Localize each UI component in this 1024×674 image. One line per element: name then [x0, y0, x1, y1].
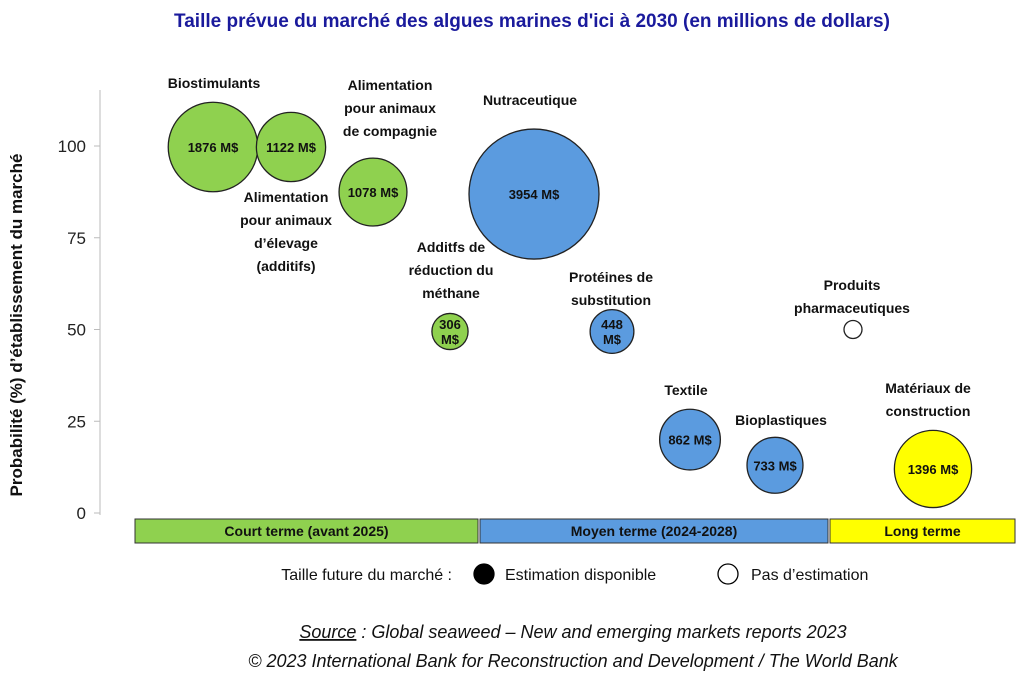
legend: Taille future du marché : Estimation disp… — [281, 563, 868, 585]
bubble-value-5-1: M$ — [441, 332, 460, 347]
bubble-5 — [431, 312, 469, 351]
copyright-line: © 2023 International Bank for Reconstruc… — [248, 651, 899, 671]
category-label-2-1: pour animaux — [344, 100, 436, 116]
y-ticks: 0 25 50 75 100 — [58, 137, 100, 523]
category-label-0-0: Biostimulants — [168, 75, 261, 91]
legend-title: Taille future du marché : — [281, 567, 452, 584]
category-label-7-0: Produits — [824, 277, 881, 293]
category-label-7-1: pharmaceutiques — [794, 300, 910, 316]
bubble-9 — [746, 436, 804, 494]
category-label-2-0: Alimentation — [348, 77, 433, 93]
band-2 — [829, 518, 1016, 544]
category-label-4-0: Nutraceutique — [483, 92, 577, 108]
bubble-8 — [659, 408, 721, 471]
band-label-0: Court terme (avant 2025) — [224, 523, 388, 539]
source-text: : Global seaweed – New and emerging mark… — [356, 622, 846, 642]
y-tick-label-0: 0 — [77, 504, 86, 523]
band-label-2: Long terme — [884, 523, 960, 539]
category-label-5-2: méthane — [422, 285, 480, 301]
category-label-3-3: (additifs) — [256, 258, 315, 274]
bubble-value-2-0: 1078 M$ — [348, 185, 399, 200]
bubble-7 — [843, 319, 863, 340]
bubble-value-8-0: 862 M$ — [668, 433, 712, 448]
bubble-value-1-0: 1122 M$ — [266, 140, 317, 155]
footer: Source : Global seaweed – New and emergi… — [248, 622, 899, 671]
source-line: Source : Global seaweed – New and emergi… — [299, 622, 846, 642]
bubble-10 — [893, 429, 973, 509]
band-0 — [134, 518, 479, 544]
legend-marker-0 — [473, 563, 495, 585]
y-tick-label-1: 25 — [67, 412, 86, 431]
source-word: Source — [299, 622, 356, 642]
category-label-5-0: Additfs de — [417, 239, 486, 255]
category-label-3-0: Alimentation — [244, 189, 329, 205]
time-bands: Court terme (avant 2025) Moyen terme (202… — [134, 518, 1016, 544]
bubble-value-6-0: 448 — [601, 317, 623, 332]
y-axis-label: Probabilité (%) d’établissement du march… — [7, 154, 26, 497]
category-label-2-2: de compagnie — [343, 123, 437, 139]
bubble-6 — [589, 308, 635, 355]
bubbles: 1876 M$ Biostimulants 1122 M$ 1078 M$ Alimen… — [167, 75, 973, 509]
category-label-6-0: Protéines de — [569, 269, 653, 285]
y-tick-label-3: 75 — [67, 229, 86, 248]
category-label-8-0: Textile — [664, 382, 708, 398]
y-tick-label-2: 50 — [67, 321, 86, 340]
bubble-4 — [468, 128, 600, 260]
y-tick-label-4: 100 — [58, 137, 86, 156]
category-label-3-2: d’élevage — [254, 235, 318, 251]
category-label-9-0: Bioplastiques — [735, 412, 827, 428]
bubble-value-9-0: 733 M$ — [753, 458, 797, 473]
legend-label-0: Estimation disponible — [505, 567, 656, 584]
category-label-6-1: substitution — [571, 292, 651, 308]
bubble-value-0-0: 1876 M$ — [188, 140, 239, 155]
category-label-10-1: construction — [886, 403, 971, 419]
bubble-value-6-1: M$ — [603, 332, 622, 347]
category-label-3-1: pour animaux — [240, 212, 332, 228]
band-label-1: Moyen terme (2024-2028) — [571, 523, 738, 539]
category-label-10-0: Matériaux de — [885, 380, 971, 396]
bubble-1 — [255, 111, 327, 183]
band-1 — [479, 518, 829, 544]
bubble-value-4-0: 3954 M$ — [509, 187, 560, 202]
legend-marker-1 — [717, 563, 739, 585]
category-label-5-1: réduction du — [409, 262, 494, 278]
legend-label-1: Pas d’estimation — [751, 567, 868, 584]
bubble-value-5-0: 306 — [439, 317, 461, 332]
bubble-2 — [338, 157, 408, 227]
chart-title: Taille prévue du marché des algues marin… — [174, 11, 890, 32]
bubble-value-10-0: 1396 M$ — [908, 462, 959, 477]
